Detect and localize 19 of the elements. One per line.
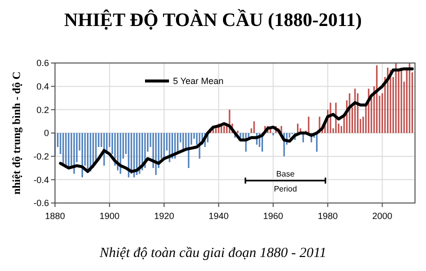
text: Nhiệt độ toàn cầu giai đoạn 1880 - 2011 bbox=[98, 246, 326, 261]
y-tick-label: 0.2 bbox=[36, 104, 49, 115]
x-tick-label: 1900 bbox=[100, 211, 120, 221]
legend-label: 5 Year Mean bbox=[173, 76, 224, 86]
x-tick-label: 1980 bbox=[318, 211, 338, 221]
x-tick-label: 1880 bbox=[44, 211, 66, 221]
x-tick-label: 1920 bbox=[154, 211, 174, 221]
y-axis-title: nhiệt độ trung bình - độ C bbox=[11, 72, 23, 194]
y-tick-label: -0.2 bbox=[33, 151, 49, 162]
x-tick-label: 2000 bbox=[372, 211, 392, 221]
y-tick-label: 0.6 bbox=[36, 58, 49, 68]
annotation: Base Period bbox=[274, 170, 297, 194]
y-tick-label: -0.4 bbox=[33, 174, 49, 185]
x-tick-label: 1960 bbox=[263, 211, 284, 221]
y-tick-label: -0.6 bbox=[33, 198, 49, 208]
y-tick-label: 0 bbox=[44, 128, 49, 138]
y-tick-label: 0.4 bbox=[36, 81, 49, 92]
x-tick-label: 1940 bbox=[208, 211, 229, 221]
chart-title: NHIỆT ĐỘ TOÀN CẦU (1880-2011) bbox=[64, 9, 362, 31]
